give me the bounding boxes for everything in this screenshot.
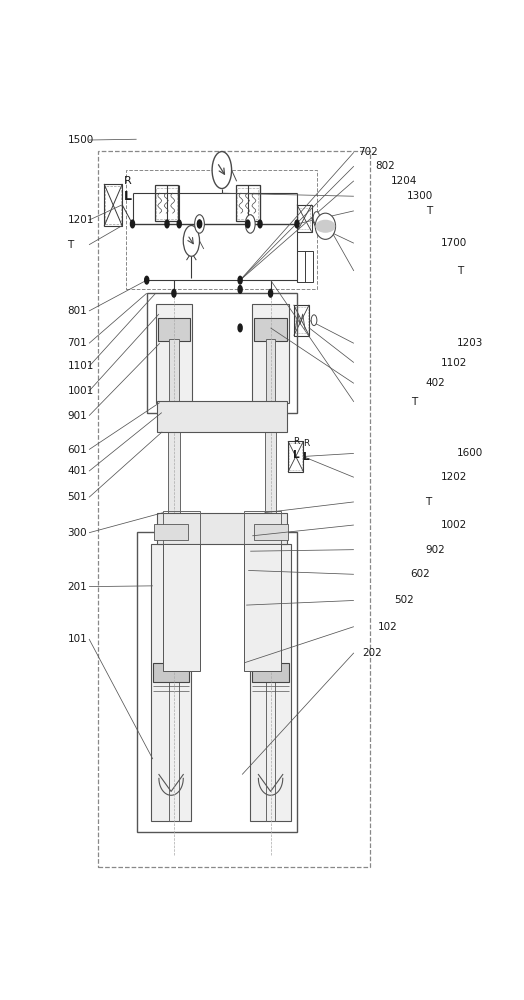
Bar	[158, 318, 190, 341]
Circle shape	[311, 315, 317, 326]
Text: 402: 402	[425, 378, 445, 388]
Text: 1300: 1300	[407, 191, 433, 201]
Text: R: R	[293, 437, 299, 446]
Text: 602: 602	[411, 569, 430, 579]
Bar	[169, 339, 179, 403]
Text: 1600: 1600	[457, 448, 483, 458]
Bar	[289, 443, 302, 470]
Circle shape	[246, 220, 250, 228]
Bar	[254, 318, 287, 341]
Text: 1002: 1002	[441, 520, 467, 530]
Bar	[163, 511, 200, 545]
Bar	[156, 188, 177, 219]
Circle shape	[130, 220, 135, 228]
Bar	[151, 544, 191, 821]
Text: 1101: 1101	[68, 361, 94, 371]
Bar	[157, 513, 287, 544]
Bar	[266, 339, 276, 403]
Text: 902: 902	[425, 545, 445, 555]
Bar	[298, 208, 310, 229]
Bar	[168, 403, 180, 671]
Text: 1202: 1202	[441, 472, 467, 482]
Bar	[105, 186, 121, 224]
Text: 502: 502	[395, 595, 414, 605]
Circle shape	[268, 289, 272, 297]
Text: 1201: 1201	[68, 215, 94, 225]
Text: 601: 601	[68, 445, 88, 455]
Bar	[265, 403, 276, 671]
Text: 202: 202	[362, 648, 381, 658]
Bar	[295, 307, 308, 333]
Bar	[288, 441, 303, 472]
Circle shape	[258, 220, 262, 228]
Bar	[126, 170, 317, 289]
Text: 1203: 1203	[457, 338, 483, 348]
Circle shape	[212, 152, 232, 189]
Text: 1001: 1001	[68, 386, 94, 396]
Circle shape	[172, 289, 176, 297]
Bar	[253, 663, 289, 682]
Bar	[250, 544, 291, 821]
Text: 702: 702	[358, 147, 378, 157]
Text: 1500: 1500	[68, 135, 94, 145]
Ellipse shape	[315, 213, 335, 239]
Circle shape	[295, 220, 299, 228]
Text: T: T	[457, 266, 463, 276]
Circle shape	[145, 276, 149, 284]
Circle shape	[165, 220, 169, 228]
Text: T: T	[68, 240, 74, 250]
Bar	[104, 184, 122, 226]
Bar	[244, 511, 281, 545]
Bar	[236, 185, 259, 221]
Text: L: L	[124, 190, 132, 203]
Circle shape	[198, 220, 202, 228]
Circle shape	[245, 215, 255, 233]
Bar	[155, 185, 178, 221]
Bar	[153, 663, 189, 682]
Text: R: R	[303, 439, 310, 448]
Circle shape	[238, 286, 242, 293]
Circle shape	[313, 212, 320, 224]
Circle shape	[183, 225, 200, 256]
Bar	[297, 251, 313, 282]
Bar	[154, 524, 188, 540]
Text: 1102: 1102	[441, 358, 467, 368]
Text: R: R	[124, 176, 132, 186]
Bar	[157, 401, 287, 432]
Bar	[294, 305, 309, 336]
Bar	[254, 524, 288, 540]
Circle shape	[177, 220, 181, 228]
Text: L: L	[303, 452, 310, 462]
Text: 201: 201	[68, 582, 88, 592]
Circle shape	[238, 276, 242, 284]
Bar	[244, 544, 281, 671]
Text: 102: 102	[378, 622, 398, 632]
Text: L: L	[293, 450, 300, 460]
Text: T: T	[425, 497, 432, 507]
Circle shape	[198, 220, 202, 228]
Bar	[297, 205, 312, 232]
Circle shape	[238, 324, 242, 332]
Bar	[98, 151, 370, 867]
Text: T: T	[411, 397, 417, 407]
Ellipse shape	[315, 220, 335, 233]
Text: 401: 401	[68, 466, 88, 476]
Bar	[237, 188, 258, 219]
Bar	[253, 304, 289, 403]
Bar	[163, 544, 200, 671]
Text: 901: 901	[68, 411, 88, 421]
Bar	[147, 293, 297, 413]
Text: 1700: 1700	[441, 238, 467, 248]
Bar	[156, 304, 192, 403]
Text: 501: 501	[68, 492, 88, 502]
Text: T: T	[426, 206, 432, 216]
Text: 300: 300	[68, 528, 87, 538]
Text: 701: 701	[68, 338, 88, 348]
Text: 101: 101	[68, 634, 88, 644]
Circle shape	[194, 215, 204, 233]
Text: 1204: 1204	[390, 176, 417, 186]
Text: 802: 802	[375, 161, 395, 171]
Bar	[137, 532, 297, 832]
Text: 801: 801	[68, 306, 88, 316]
